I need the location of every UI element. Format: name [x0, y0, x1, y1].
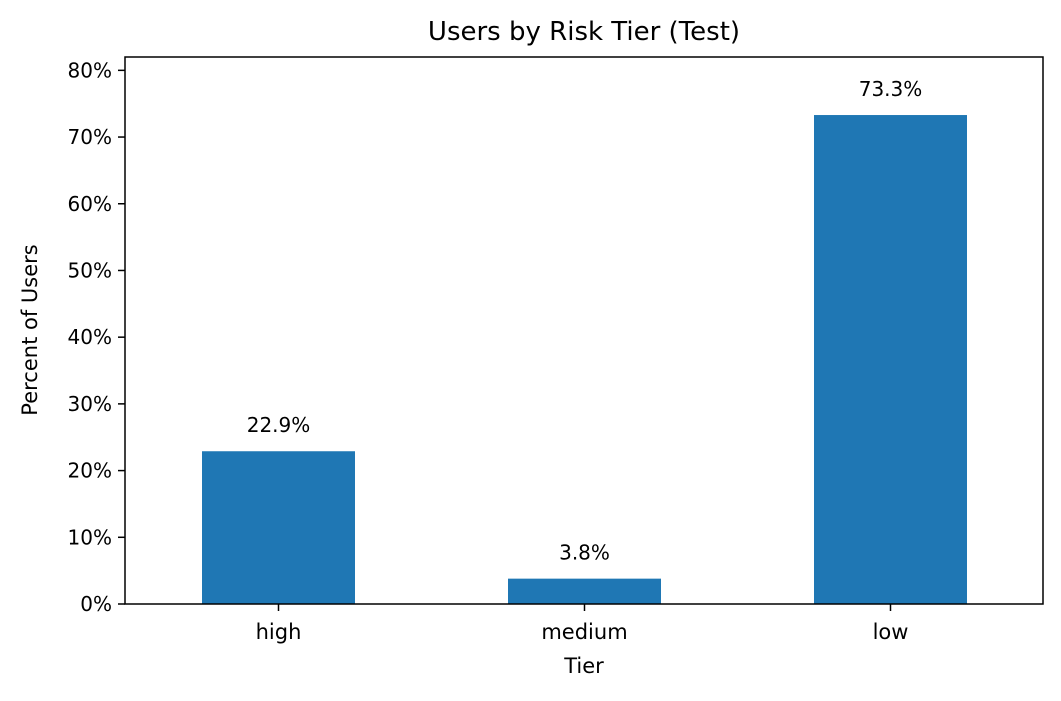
- plot-frame: [124, 56, 1044, 605]
- y-tick-label: 60%: [68, 192, 112, 216]
- y-axis: 0% 10% 20% 30% 40% 50% 60% 70% 80%: [68, 58, 125, 616]
- y-tick-label: 0%: [80, 592, 112, 616]
- bar-medium: [508, 578, 661, 604]
- x-tick-label: low: [873, 620, 909, 644]
- x-tick-label: high: [256, 620, 302, 644]
- bar-value-label: 22.9%: [247, 413, 311, 437]
- y-tick-label: 20%: [68, 459, 112, 483]
- x-tick-label: medium: [541, 620, 627, 644]
- x-axis-label: Tier: [563, 654, 604, 678]
- y-tick-label: 50%: [68, 258, 112, 282]
- y-axis-label: Percent of Users: [18, 244, 42, 415]
- bar-value-label: 3.8%: [559, 541, 610, 565]
- bars-layer: [202, 115, 967, 604]
- value-labels-layer: 22.9% 3.8% 73.3%: [247, 77, 923, 565]
- y-tick-label: 40%: [68, 325, 112, 349]
- bar-low: [814, 115, 967, 604]
- y-tick-label: 30%: [68, 392, 112, 416]
- y-tick-label: 10%: [68, 525, 112, 549]
- chart-title: Users by Risk Tier (Test): [428, 17, 740, 47]
- bar-high: [202, 451, 355, 604]
- y-tick-label: 70%: [68, 125, 112, 149]
- bar-value-label: 73.3%: [859, 77, 923, 101]
- x-axis: high medium low: [256, 604, 909, 644]
- y-tick-label: 80%: [68, 58, 112, 82]
